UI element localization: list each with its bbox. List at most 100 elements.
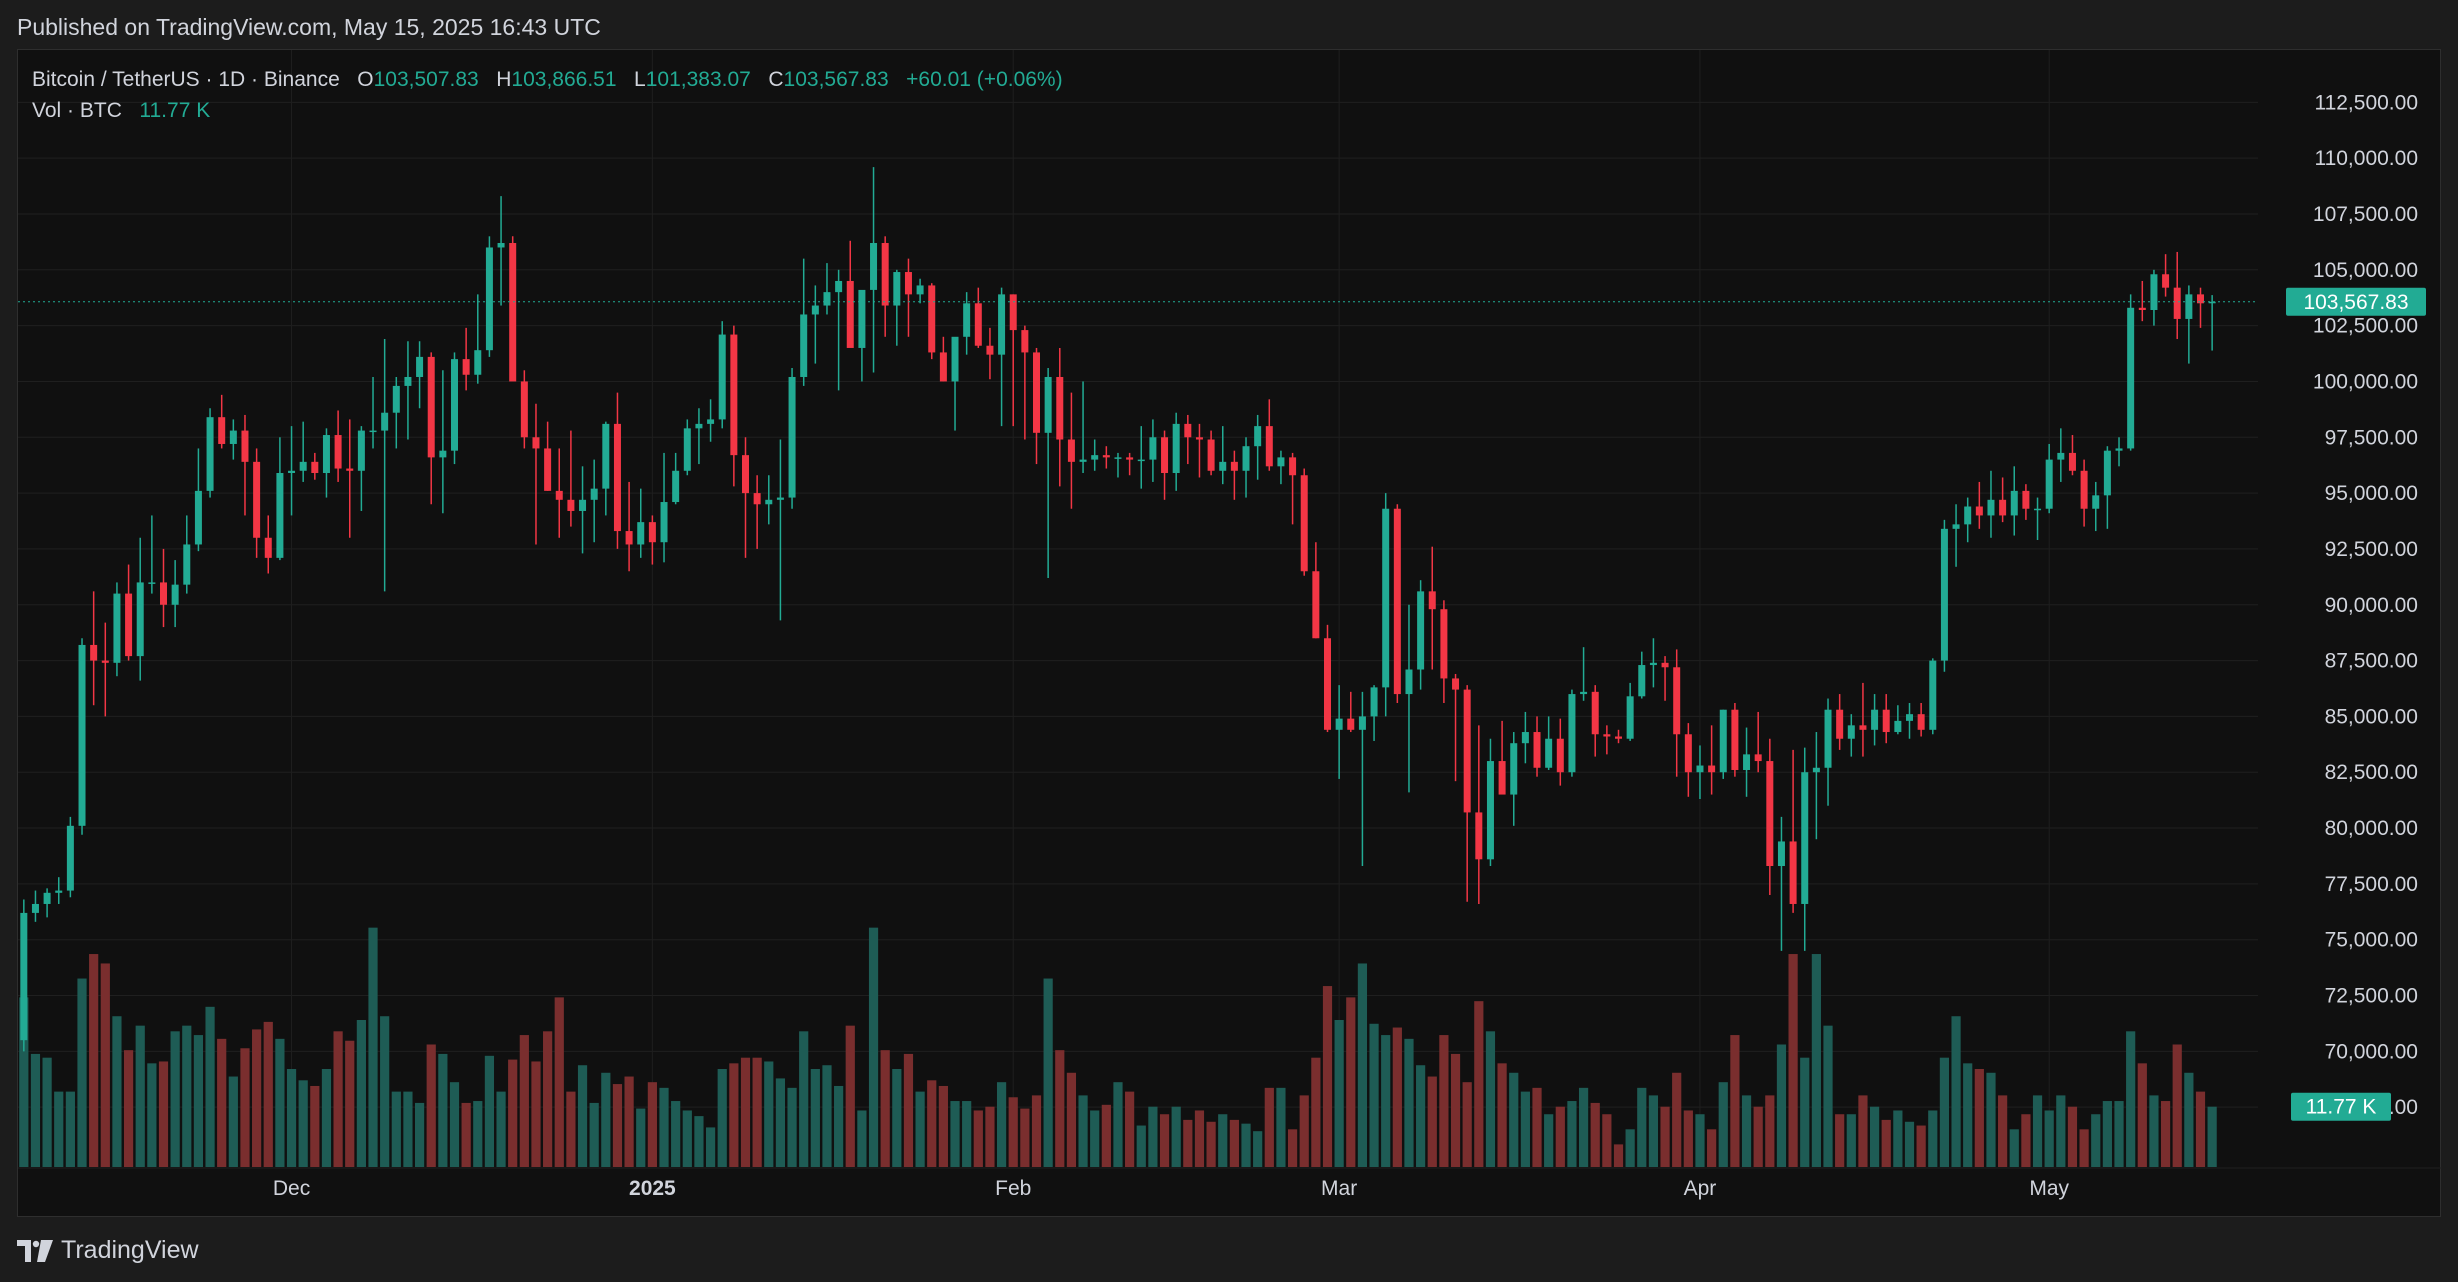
candle-body[interactable] <box>1510 743 1518 795</box>
candle-body[interactable] <box>148 582 156 584</box>
candle-body[interactable] <box>1894 720 1902 733</box>
candle-body[interactable] <box>2034 508 2042 511</box>
candle-body[interactable] <box>1964 506 1972 525</box>
candle-body[interactable] <box>1882 709 1890 733</box>
candle-body[interactable] <box>1091 455 1099 460</box>
candle-body[interactable] <box>1161 437 1169 474</box>
candle-body[interactable] <box>1207 439 1215 471</box>
candle-body[interactable] <box>718 334 726 420</box>
candle-body[interactable] <box>2010 490 2018 516</box>
candle-body[interactable] <box>451 359 458 451</box>
candle-body[interactable] <box>2068 452 2076 471</box>
candle-body[interactable] <box>1591 691 1599 735</box>
candle-body[interactable] <box>322 435 330 474</box>
candle-body[interactable] <box>1126 457 1134 460</box>
candle-body[interactable] <box>800 314 808 377</box>
candle-body[interactable] <box>357 430 365 471</box>
candle-body[interactable] <box>1137 459 1145 462</box>
candle-body[interactable] <box>1370 687 1378 717</box>
candle-body[interactable] <box>1917 714 1925 730</box>
candle-body[interactable] <box>1661 662 1669 668</box>
candle-body[interactable] <box>870 243 878 290</box>
candle-body[interactable] <box>660 502 668 543</box>
candle-body[interactable] <box>2138 307 2146 310</box>
candle-body[interactable] <box>183 544 191 585</box>
candle-body[interactable] <box>90 644 98 661</box>
candle-body[interactable] <box>613 423 621 532</box>
candle-body[interactable] <box>637 522 645 545</box>
candle-body[interactable] <box>1754 754 1762 762</box>
candle-body[interactable] <box>206 417 214 491</box>
candle-body[interactable] <box>1812 767 1820 773</box>
candle-body[interactable] <box>2150 274 2158 310</box>
candle-body[interactable] <box>288 470 296 474</box>
candle-body[interactable] <box>765 499 773 505</box>
candle-body[interactable] <box>1603 734 1611 737</box>
candle-body[interactable] <box>1242 446 1250 471</box>
candle-body[interactable] <box>381 412 389 431</box>
candle-body[interactable] <box>1254 426 1262 447</box>
candle-body[interactable] <box>1312 571 1320 639</box>
candle-body[interactable] <box>2080 470 2088 509</box>
candle-body[interactable] <box>113 593 121 663</box>
candle-body[interactable] <box>1731 709 1739 770</box>
tradingview-logo-icon[interactable] <box>17 1239 53 1262</box>
candle-body[interactable] <box>893 272 901 306</box>
candle-body[interactable] <box>1545 738 1553 768</box>
candle-body[interactable] <box>590 488 598 500</box>
candle-body[interactable] <box>1999 499 2007 516</box>
candle-body[interactable] <box>229 430 237 444</box>
candle-body[interactable] <box>835 280 843 293</box>
candle-body[interactable] <box>125 593 133 657</box>
candle-body[interactable] <box>276 473 284 558</box>
candle-body[interactable] <box>1021 330 1029 353</box>
candle-body[interactable] <box>1871 709 1879 730</box>
candle-body[interactable] <box>2185 294 2193 319</box>
candle-body[interactable] <box>1824 709 1832 768</box>
candle-body[interactable] <box>1649 662 1657 666</box>
candle-body[interactable] <box>1393 508 1401 695</box>
candle-body[interactable] <box>683 428 691 471</box>
candle-body[interactable] <box>1789 841 1797 904</box>
candle-body[interactable] <box>811 305 819 315</box>
candle-body[interactable] <box>1696 765 1704 773</box>
candle-body[interactable] <box>136 582 144 657</box>
candle-body[interactable] <box>776 497 784 500</box>
candle-body[interactable] <box>1533 732 1541 768</box>
candle-body[interactable] <box>1417 591 1425 670</box>
candle-body[interactable] <box>439 450 447 458</box>
candle-body[interactable] <box>1521 732 1529 744</box>
candle-body[interactable] <box>2162 274 2170 288</box>
candle-body[interactable] <box>416 356 424 377</box>
candle-body[interactable] <box>998 294 1006 355</box>
candle-body[interactable] <box>1277 457 1285 467</box>
candle-body[interactable] <box>509 243 517 382</box>
candle-body[interactable] <box>846 280 854 348</box>
candle-body[interactable] <box>1428 591 1436 610</box>
candle-body[interactable] <box>1102 455 1110 458</box>
candle-body[interactable] <box>2197 294 2204 304</box>
candle-body[interactable] <box>2022 490 2030 509</box>
candle-body[interactable] <box>520 381 528 438</box>
candle-body[interactable] <box>1452 678 1460 690</box>
candle-body[interactable] <box>1184 423 1192 438</box>
candle-body[interactable] <box>1684 734 1692 773</box>
candle-body[interactable] <box>1347 718 1355 730</box>
candle-body[interactable] <box>1300 475 1308 572</box>
candle-body[interactable] <box>1219 461 1227 471</box>
candle-body[interactable] <box>1358 716 1366 730</box>
candle-body[interactable] <box>311 461 319 474</box>
candle-body[interactable] <box>1638 665 1646 697</box>
candle-body[interactable] <box>299 461 307 471</box>
candle-body[interactable] <box>544 448 552 491</box>
candle-body[interactable] <box>951 336 959 382</box>
candle-body[interactable] <box>742 455 749 494</box>
candle-body[interactable] <box>346 468 354 471</box>
candle-body[interactable] <box>2103 450 2111 496</box>
candle-body[interactable] <box>753 493 761 505</box>
candle-body[interactable] <box>532 437 540 449</box>
candle-body[interactable] <box>1987 499 1995 516</box>
candle-body[interactable] <box>2173 287 2181 319</box>
candle-body[interactable] <box>1940 528 1948 661</box>
candle-body[interactable] <box>1335 718 1343 730</box>
